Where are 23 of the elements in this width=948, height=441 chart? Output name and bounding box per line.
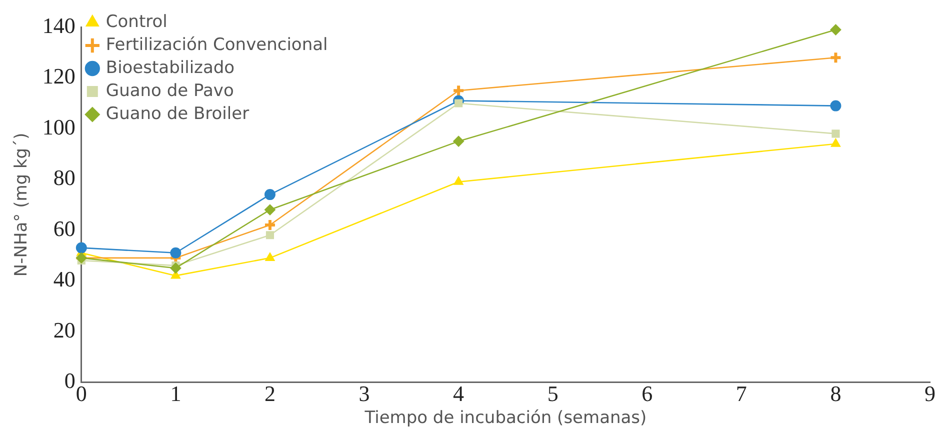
y-axis-title: N-NHa° (mg kg´) xyxy=(12,132,32,277)
legend-label: Guano de Broiler xyxy=(106,104,250,124)
x-tick-label: 1 xyxy=(170,381,182,406)
x-tick-label: 5 xyxy=(547,381,558,406)
legend-label: Guano de Pavo xyxy=(106,80,234,101)
legend-label: Control xyxy=(106,12,168,32)
x-axis-title: Tiempo de incubación (semanas) xyxy=(364,408,647,428)
x-tick-label: 4 xyxy=(453,381,464,406)
x-tick-label: 8 xyxy=(830,381,842,406)
x-tick-label: 3 xyxy=(358,381,370,406)
legend-label: Fertilización Convencional xyxy=(106,34,328,55)
x-tick-label: 7 xyxy=(736,381,747,406)
y-tick-label: 120 xyxy=(42,64,76,89)
y-tick-label: 100 xyxy=(42,114,76,140)
y-tick-label: 80 xyxy=(53,165,76,190)
y-tick-label: 60 xyxy=(53,216,76,241)
y-tick-label: 20 xyxy=(53,317,76,342)
y-tick-label: 40 xyxy=(53,266,76,292)
x-tick-label: 9 xyxy=(924,381,936,406)
x-tick-label: 2 xyxy=(264,381,276,406)
legend-label: Bioestabilizado xyxy=(106,58,235,78)
y-tick-label: 140 xyxy=(42,12,76,38)
x-tick-label: 6 xyxy=(642,381,653,406)
